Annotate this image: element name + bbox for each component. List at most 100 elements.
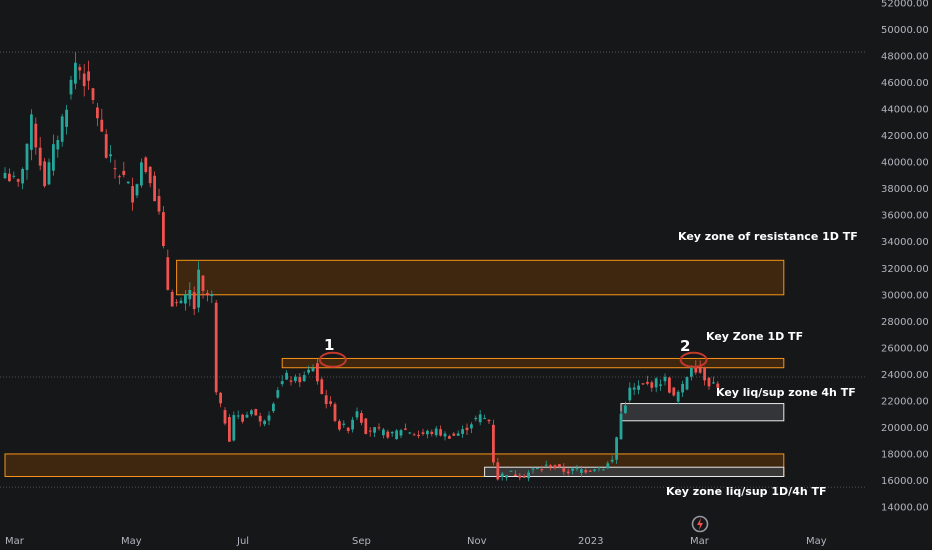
- candle-body: [624, 405, 627, 414]
- candle: [100, 108, 104, 132]
- candle-body: [628, 387, 632, 401]
- candle: [82, 64, 86, 97]
- candle-body: [100, 119, 104, 132]
- x-tick-label: Sep: [352, 536, 371, 547]
- candle: [549, 464, 552, 471]
- candle: [60, 113, 64, 147]
- x-tick-label: Nov: [467, 536, 487, 547]
- candle: [56, 135, 60, 158]
- candle-body: [540, 469, 544, 471]
- candle-body: [276, 390, 280, 398]
- candle: [571, 467, 574, 475]
- candle-body: [571, 468, 574, 471]
- candle: [320, 376, 324, 395]
- candle-body: [311, 368, 315, 372]
- candle-body: [566, 471, 570, 474]
- candle: [364, 417, 368, 435]
- candle: [162, 205, 165, 249]
- candle-body: [118, 176, 121, 178]
- candle: [461, 425, 464, 438]
- candle: [518, 473, 522, 481]
- candle: [399, 428, 403, 439]
- marker-circle-2: [679, 351, 708, 368]
- candle: [373, 427, 376, 438]
- candle: [346, 426, 350, 434]
- y-tick-label: 20000.00: [881, 423, 929, 434]
- candle-body: [672, 387, 676, 396]
- candle: [329, 396, 332, 407]
- x-tick-label: May: [121, 536, 142, 547]
- candle-body: [96, 107, 99, 119]
- candle: [140, 158, 143, 188]
- candle-body: [30, 114, 33, 150]
- candle-body: [206, 292, 209, 296]
- y-tick-label: 28000.00: [881, 317, 929, 328]
- marker-label-2: 2: [680, 337, 690, 355]
- annotation-resistance-1d: Key zone of resistance 1D TF: [678, 230, 858, 243]
- candle: [637, 380, 640, 395]
- candle: [232, 411, 236, 442]
- candle-body: [364, 418, 368, 434]
- x-tick-label: May: [806, 536, 827, 547]
- candle-body: [448, 436, 451, 439]
- candle: [390, 431, 394, 437]
- candle-body: [140, 162, 143, 186]
- candle: [465, 423, 469, 435]
- candle-body: [668, 377, 671, 393]
- candle-body: [676, 391, 680, 402]
- candle: [690, 365, 693, 381]
- candle: [21, 167, 24, 190]
- candle: [298, 373, 302, 388]
- candle: [514, 470, 517, 476]
- candle: [188, 282, 192, 307]
- candle: [544, 460, 548, 467]
- candle-body: [122, 170, 126, 176]
- candle-body: [536, 468, 539, 470]
- candle: [214, 299, 218, 396]
- candle: [241, 413, 244, 424]
- candle-body: [698, 366, 702, 373]
- candle: [144, 156, 148, 174]
- candle-body: [593, 469, 596, 471]
- candle-body: [553, 465, 557, 469]
- candle: [430, 429, 434, 437]
- candle-body: [685, 377, 689, 390]
- candle-body: [69, 79, 73, 95]
- candle: [492, 419, 495, 466]
- candle: [408, 431, 412, 435]
- candle-body: [3, 172, 7, 179]
- candle-body: [650, 382, 654, 388]
- candle-body: [355, 411, 359, 418]
- candle-body: [91, 88, 95, 100]
- candle: [716, 381, 720, 393]
- annotation-liq-sup-1d-4h: Key zone liq/sup 1D/4h TF: [666, 485, 827, 498]
- candle: [65, 104, 68, 135]
- candle-body: [241, 414, 244, 422]
- candle-body: [228, 417, 231, 442]
- x-tick-label: 2023: [578, 536, 603, 547]
- candle: [236, 410, 240, 420]
- candle: [610, 455, 614, 464]
- candle-body: [148, 166, 152, 184]
- candle-body: [395, 430, 398, 440]
- candle: [87, 60, 90, 90]
- candle-body: [439, 429, 442, 436]
- candle: [263, 419, 266, 427]
- candle: [382, 427, 385, 439]
- candle-body: [298, 377, 302, 383]
- candle-body: [712, 382, 715, 384]
- candle-body: [496, 462, 500, 480]
- candle: [646, 375, 649, 386]
- candle-body: [316, 363, 319, 382]
- candle-body: [588, 470, 592, 472]
- candle-body: [52, 144, 55, 171]
- candle-body: [456, 433, 460, 436]
- candle: [558, 464, 561, 469]
- candle: [531, 467, 535, 474]
- candle: [412, 432, 416, 436]
- candle-body: [386, 431, 390, 438]
- candle: [540, 465, 544, 473]
- candle: [289, 375, 293, 386]
- candle: [360, 410, 363, 426]
